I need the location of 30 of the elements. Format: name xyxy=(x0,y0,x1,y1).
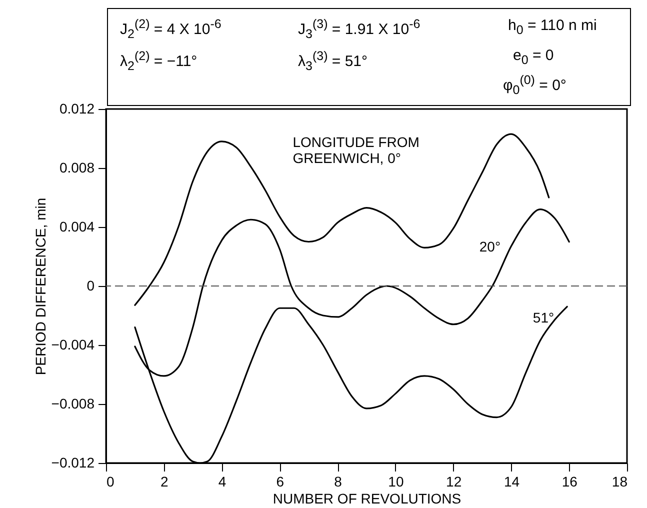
x-tick-label: 16 xyxy=(562,474,578,490)
y-tick-label: 0.004 xyxy=(59,218,95,234)
text: λ$_{3}$$^{(3)}$ = 51° xyxy=(298,49,368,73)
line-series xyxy=(134,133,550,306)
x-axis-title: NUMBER OF REVOLUTIONS xyxy=(272,490,462,506)
y-tick-label: −0.004 xyxy=(51,336,95,352)
y-tick-label: −0.012 xyxy=(51,454,95,470)
series-label: 20° xyxy=(479,238,501,255)
y-tick-label: 0 xyxy=(86,278,95,294)
text: φ$_{0}$$^{(0)}$ = 0° xyxy=(503,73,566,97)
y-tick-label: −0.008 xyxy=(51,396,95,412)
text: LONGITUDE FROM GREENWICH, 0° xyxy=(292,134,420,166)
series-label: 51° xyxy=(532,309,554,326)
x-tick-label: 2 xyxy=(160,474,168,490)
text: J$_{3}$$^{(3)}$ = 1.91 X 10$^{-6}$ xyxy=(298,17,420,41)
text: e$_{0}$ = 0 xyxy=(513,47,554,67)
text: J$_{2}$$^{(2)}$ = 4 X 10$^{-6}$ xyxy=(120,17,222,41)
x-tick-label: 4 xyxy=(218,474,226,490)
x-tick-label: 6 xyxy=(276,474,284,490)
x-tick-label: 10 xyxy=(388,474,404,490)
x-tick-label: 0 xyxy=(106,474,114,490)
x-tick-label: 14 xyxy=(504,474,520,490)
x-tick-label: 8 xyxy=(334,474,342,490)
text: h$_{0}$ = 110 n mi xyxy=(508,17,597,37)
y-axis-title: PERIOD DIFFERENCE, min xyxy=(32,198,48,376)
y-tick-label: 0.008 xyxy=(59,160,95,176)
x-tick-label: 12 xyxy=(446,474,462,490)
text: λ$_{2}$$^{(2)}$ = −11° xyxy=(120,49,198,73)
x-tick-label: 18 xyxy=(612,474,628,490)
y-tick-label: 0.012 xyxy=(59,100,95,116)
